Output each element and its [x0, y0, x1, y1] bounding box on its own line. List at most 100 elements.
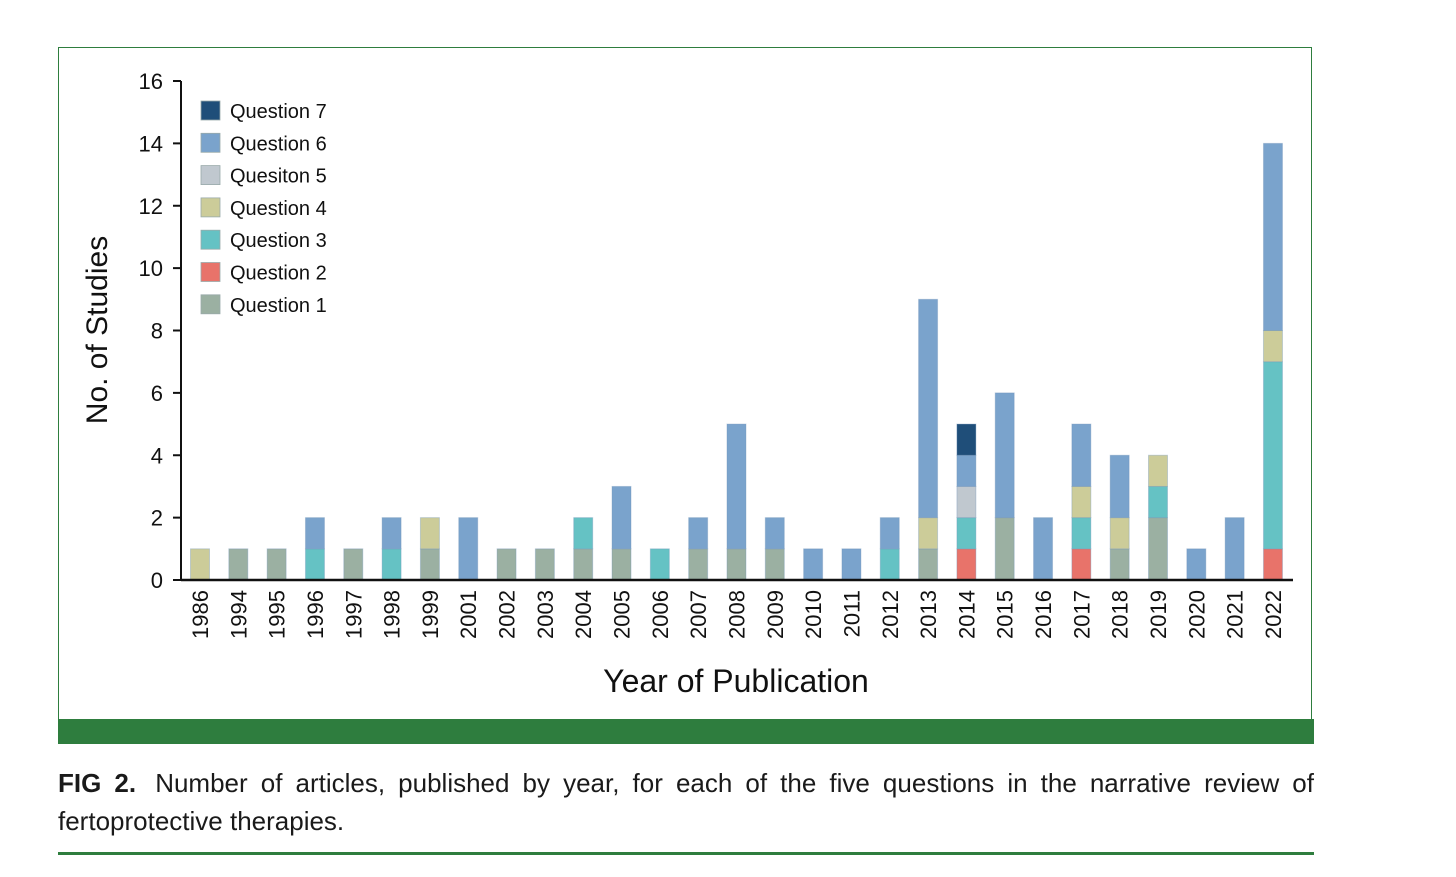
bar-2022-question-3 [1262, 361, 1283, 550]
x-tick-label: 2015 [993, 590, 1018, 639]
bar-2019-question-4 [1148, 454, 1168, 487]
x-tick-label: 1999 [418, 590, 443, 639]
legend-label-question-3: Question 3 [230, 230, 327, 252]
bar-2012-question-3 [879, 548, 900, 581]
legend-swatch-question-6 [200, 132, 221, 153]
y-tick-label: 4 [151, 443, 163, 468]
x-tick-label: 2022 [1261, 590, 1286, 639]
legend-label-question-1: Question 1 [230, 295, 327, 317]
legend-swatch-question-7 [200, 100, 221, 121]
x-tick-label: 2017 [1069, 590, 1094, 639]
bar-2017-question-2 [1071, 548, 1092, 581]
bar-2013-question-1 [918, 548, 939, 581]
bar-2019-question-1 [1148, 517, 1168, 581]
x-tick-label: 2021 [1223, 590, 1248, 639]
legend-swatch-question-1 [200, 294, 221, 315]
bar-2020-question-6 [1186, 548, 1207, 581]
legend: Question 7 Question 6 Quesiton 5 Question 4… [200, 100, 327, 317]
y-tick-label: 8 [151, 319, 163, 344]
bar-2012-question-6 [879, 517, 900, 550]
bar-2022-question-6 [1262, 142, 1283, 332]
x-tick-label: 2006 [648, 590, 673, 639]
bar-2014-question-2 [956, 548, 977, 581]
bar-1996-question-3 [304, 548, 325, 581]
bar-1998-question-3 [381, 548, 402, 581]
bar-2003-question-1 [534, 548, 555, 581]
x-tick-label: 1994 [226, 590, 251, 639]
bar-2002-question-1 [496, 548, 517, 581]
legend-label-question-6: Question 6 [230, 133, 327, 155]
bar-2017-question-3 [1071, 517, 1092, 550]
bar-2016-question-6 [1033, 517, 1054, 581]
bar-2005-question-6 [611, 485, 632, 550]
legend-swatch-question-4 [200, 197, 221, 218]
x-tick-label: 2018 [1108, 590, 1133, 639]
x-tick-label: 2011 [839, 590, 864, 637]
bar-2022-question-4 [1262, 330, 1283, 363]
figure-label: FIG 2. [58, 768, 137, 798]
bar-2008-question-6 [726, 423, 747, 550]
x-tick-label: 1996 [303, 590, 328, 639]
axes-layer: 0 2 4 6 8 10 12 14 16 1986 1994 1995 1996 1997 1998 199… [139, 69, 1293, 639]
bar-2005-question-1 [611, 548, 632, 581]
bottom-rule [58, 852, 1314, 855]
legend-label-question-4: Question 4 [230, 198, 327, 220]
x-tick-label: 2013 [916, 590, 941, 639]
x-tick-label: 2007 [686, 590, 711, 639]
bar-2009-question-6 [764, 517, 785, 550]
x-tick-label: 2010 [801, 590, 826, 639]
bar-2018-question-6 [1109, 454, 1130, 519]
y-tick-label: 0 [151, 568, 163, 593]
y-tick-label: 10 [139, 256, 163, 281]
legend-swatch-quesiton-5 [200, 165, 221, 186]
bar-2015-question-1 [994, 517, 1015, 581]
bar-2014-question-6 [956, 454, 977, 487]
bar-2008-question-1 [726, 548, 747, 581]
bar-2007-question-6 [688, 517, 709, 550]
bar-2014-question-3 [956, 517, 977, 550]
bar-1998-question-6 [381, 517, 402, 550]
bar-2004-question-3 [573, 517, 594, 550]
x-tick-label: 2008 [724, 590, 749, 639]
bar-2018-question-1 [1109, 548, 1130, 581]
bar-2011-question-6 [841, 548, 862, 581]
bar-2017-question-4 [1071, 485, 1092, 519]
bar-2014-question-7 [956, 423, 977, 456]
legend-label-quesiton-5: Quesiton 5 [230, 166, 327, 188]
caption-text: Number of articles, published by year, f… [58, 768, 1314, 836]
bar-1997-question-1 [343, 548, 364, 581]
y-tick-label: 12 [139, 194, 163, 219]
bar-1986-question-4 [190, 548, 210, 581]
bar-2022-question-2 [1262, 548, 1283, 581]
x-tick-label: 2012 [878, 590, 903, 639]
bar-1999-question-4 [419, 517, 440, 550]
bar-2001-question-6 [458, 517, 479, 581]
bar-1996-question-6 [304, 517, 325, 550]
x-tick-label: 2009 [763, 590, 788, 639]
bar-2015-question-6 [994, 392, 1015, 519]
bar-2018-question-4 [1109, 517, 1130, 550]
y-axis-title: No. of Studies [81, 236, 114, 424]
legend-label-question-2: Question 2 [230, 263, 327, 285]
x-tick-label: 2016 [1031, 590, 1056, 639]
bars-layer [190, 142, 1283, 581]
bar-2019-question-3 [1148, 485, 1168, 519]
x-tick-label: 2020 [1184, 590, 1209, 639]
bar-2006-question-3 [649, 548, 670, 581]
x-axis-title: Year of Publication [603, 663, 869, 699]
x-tick-label: 2014 [954, 590, 979, 639]
y-tick-label: 6 [151, 381, 163, 406]
y-tick-label: 16 [139, 69, 163, 94]
bar-1999-question-1 [419, 548, 440, 581]
y-tick-label: 2 [151, 506, 163, 531]
stacked-bar-chart: 0 2 4 6 8 10 12 14 16 1986 1994 1995 1996 1997 1998 199… [81, 69, 1293, 699]
x-tick-label: 2001 [456, 590, 481, 639]
figure-frame [58, 47, 1312, 743]
bar-2009-question-1 [764, 548, 785, 581]
bar-2004-question-1 [573, 548, 594, 581]
bar-1995-question-1 [266, 548, 287, 581]
bar-2010-question-6 [803, 548, 824, 581]
legend-swatch-question-2 [200, 262, 221, 282]
y-tick-label: 14 [139, 131, 163, 156]
bar-2007-question-1 [688, 548, 709, 581]
